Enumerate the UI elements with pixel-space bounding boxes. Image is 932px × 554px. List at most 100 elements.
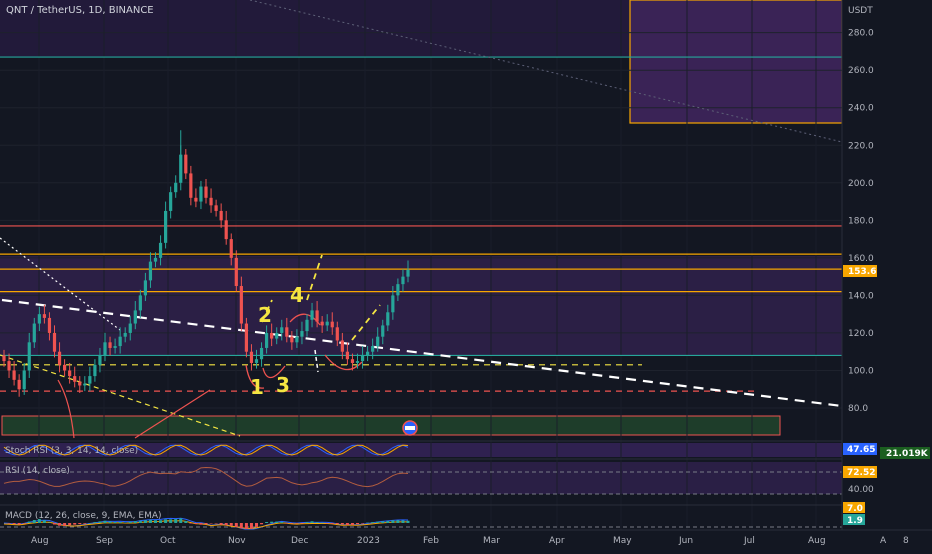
candle-body[interactable]: [128, 323, 132, 333]
candle-body[interactable]: [108, 342, 112, 348]
candle-body[interactable]: [204, 186, 208, 198]
candle-body[interactable]: [164, 210, 168, 243]
rsi-tag[interactable]: 72.52: [843, 466, 877, 478]
rsi-label[interactable]: RSI (14, close): [5, 466, 70, 476]
candle-body[interactable]: [366, 351, 370, 356]
candle-body[interactable]: [325, 321, 329, 326]
candle-body[interactable]: [158, 242, 163, 258]
candle-body[interactable]: [12, 370, 16, 380]
yellow-dashed-trendline[interactable]: [0, 354, 241, 437]
candle-body[interactable]: [169, 192, 173, 211]
candle-body[interactable]: [360, 355, 365, 362]
candle-body[interactable]: [98, 355, 102, 365]
candle-body[interactable]: [234, 257, 238, 287]
candle-body[interactable]: [143, 280, 147, 296]
candle-body[interactable]: [406, 269, 410, 277]
time-axis[interactable]: Aug Sep Oct Nov Dec 2023 Feb Mar Apr May Jun Jul Aug…: [0, 529, 932, 550]
candle-body[interactable]: [280, 327, 284, 333]
candle-body[interactable]: [209, 197, 213, 206]
candle-body[interactable]: [345, 351, 349, 360]
candle-body[interactable]: [401, 276, 405, 285]
candle-body[interactable]: [73, 376, 77, 382]
candle-body[interactable]: [78, 381, 82, 386]
candle-body[interactable]: [219, 210, 223, 221]
candle-body[interactable]: [229, 239, 233, 258]
candle-body[interactable]: [103, 342, 107, 356]
candle-body[interactable]: [42, 314, 46, 318]
candle-body[interactable]: [249, 351, 254, 363]
candle-body[interactable]: [371, 346, 375, 352]
candle-body[interactable]: [340, 340, 344, 352]
candle-body[interactable]: [148, 261, 153, 281]
macd-label[interactable]: MACD (12, 26, close, 9, EMA, EMA): [5, 511, 162, 521]
candle-body[interactable]: [17, 379, 21, 390]
candle-body[interactable]: [355, 361, 360, 363]
candle-body[interactable]: [315, 310, 319, 322]
candle-body[interactable]: [93, 364, 97, 377]
candle-body[interactable]: [52, 332, 57, 352]
candle-body[interactable]: [153, 257, 158, 262]
candle-body[interactable]: [194, 197, 198, 202]
candle-body[interactable]: [118, 336, 122, 347]
candle-body[interactable]: [396, 284, 400, 296]
white-dashed-trendline[interactable]: [1, 298, 843, 408]
lower-green-zone[interactable]: [1, 415, 781, 436]
candle-body[interactable]: [57, 351, 62, 365]
candle-body[interactable]: [138, 295, 142, 311]
candle-body[interactable]: [88, 376, 92, 384]
candle-body[interactable]: [305, 319, 309, 332]
candle-body[interactable]: [174, 182, 178, 193]
candle-body[interactable]: [83, 383, 87, 386]
candle-body[interactable]: [259, 347, 264, 360]
candle-body[interactable]: [254, 359, 259, 363]
macd-tag-1[interactable]: 7.0: [843, 502, 865, 514]
candle-body[interactable]: [123, 332, 127, 337]
candle-body[interactable]: [37, 314, 41, 324]
candle-body[interactable]: [275, 332, 279, 339]
candle-body[interactable]: [214, 205, 218, 211]
white-dotted-trendline[interactable]: [0, 237, 121, 331]
candle-body[interactable]: [376, 336, 380, 347]
candle-body[interactable]: [47, 317, 52, 333]
candle-body[interactable]: [300, 331, 304, 337]
candle-body[interactable]: [7, 361, 11, 371]
candle-body[interactable]: [290, 336, 294, 343]
stoch-rsi-label[interactable]: Stoch RSI (3, 3, 14, 14, close): [5, 446, 138, 456]
candle-body[interactable]: [295, 336, 299, 343]
candle-body[interactable]: [381, 325, 385, 337]
candle-body[interactable]: [350, 359, 355, 363]
candle-body[interactable]: [265, 332, 269, 348]
candle-body[interactable]: [285, 327, 289, 337]
chart-title[interactable]: QNT / TetherUS, 1D, BINANCE: [6, 5, 154, 16]
candle-body[interactable]: [391, 295, 395, 313]
candle-body[interactable]: [320, 321, 324, 326]
stoch-rsi-tag[interactable]: 47.65: [843, 443, 877, 455]
candle-body[interactable]: [224, 220, 228, 240]
candle-body[interactable]: [27, 342, 31, 371]
candle-body[interactable]: [189, 173, 193, 198]
candle-body[interactable]: [32, 323, 36, 343]
candle-body[interactable]: [386, 312, 390, 326]
candle-body[interactable]: [22, 370, 26, 390]
candle-body[interactable]: [2, 355, 6, 362]
log-scale-button[interactable]: 8: [903, 536, 909, 546]
volume-tag[interactable]: 21.019K: [880, 447, 930, 459]
candle-body[interactable]: [270, 332, 274, 339]
candle-body[interactable]: [335, 327, 339, 341]
candle-body[interactable]: [113, 346, 117, 348]
candle-body[interactable]: [310, 310, 314, 320]
target-box[interactable]: [629, 0, 843, 124]
candle-body[interactable]: [244, 323, 248, 352]
macd-tag-2[interactable]: 1.9: [843, 514, 865, 526]
candle-body[interactable]: [330, 321, 334, 328]
candle-body[interactable]: [68, 370, 72, 377]
candle-body[interactable]: [133, 310, 137, 324]
last-price-tag[interactable]: 153.6: [843, 265, 877, 277]
candle-body[interactable]: [199, 186, 203, 202]
candle-body[interactable]: [184, 154, 188, 174]
price-axis[interactable]: USDT 80.0 100.0 120.0 140.0 160.0 180.0 200.0 2…: [841, 0, 932, 550]
event-badge[interactable]: [402, 420, 418, 436]
candle-body[interactable]: [239, 286, 243, 324]
